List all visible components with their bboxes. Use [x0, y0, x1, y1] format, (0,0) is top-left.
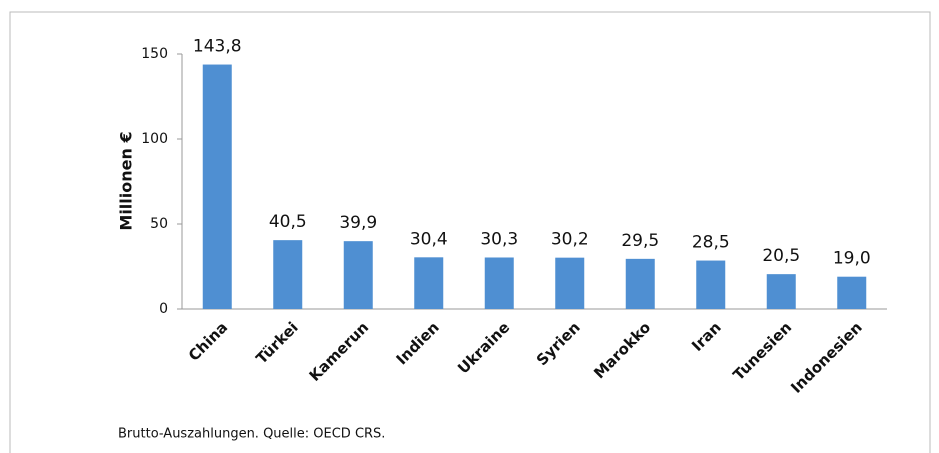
x-tick-label: Türkei: [252, 318, 301, 367]
value-label: 30,4: [410, 229, 448, 249]
y-axis-label: Millionen €: [117, 131, 136, 230]
bar: [555, 257, 585, 309]
bar: [837, 276, 867, 309]
bar: [202, 64, 232, 309]
value-label: 28,5: [692, 233, 730, 253]
y-tick-label: 100: [141, 131, 168, 147]
bar: [273, 240, 303, 309]
x-tick-label: Indien: [393, 318, 443, 368]
bar: [343, 241, 373, 309]
x-tick-label: China: [185, 318, 231, 364]
frame: [9, 11, 931, 453]
bar: [696, 260, 726, 309]
value-label: 143,8: [193, 37, 242, 57]
value-label: 20,5: [762, 246, 800, 266]
x-tick-label: Syrien: [533, 318, 584, 369]
x-tick-label: Tunesien: [729, 318, 795, 384]
value-label: 30,3: [480, 229, 518, 249]
bar: [484, 257, 514, 309]
bar: [414, 257, 444, 309]
x-tick-label: Ukraine: [454, 318, 513, 377]
bar: [766, 274, 796, 309]
value-label: 30,2: [551, 230, 589, 250]
value-label: 40,5: [269, 212, 307, 232]
x-tick-label: Indonesien: [787, 318, 866, 397]
value-label: 39,9: [339, 213, 377, 233]
y-tick-label: 0: [159, 301, 168, 317]
x-tick-label: Kamerun: [306, 318, 373, 385]
value-label: 19,0: [833, 249, 871, 269]
x-tick-label: Marokko: [590, 318, 654, 382]
note: Brutto-Auszahlungen. Quelle: OECD CRS.: [118, 427, 385, 442]
bar: [625, 258, 655, 309]
value-label: 29,5: [621, 231, 659, 251]
x-tick-label: Iran: [688, 318, 725, 355]
y-tick-label: 150: [141, 46, 168, 62]
y-tick-label: 50: [150, 216, 168, 232]
